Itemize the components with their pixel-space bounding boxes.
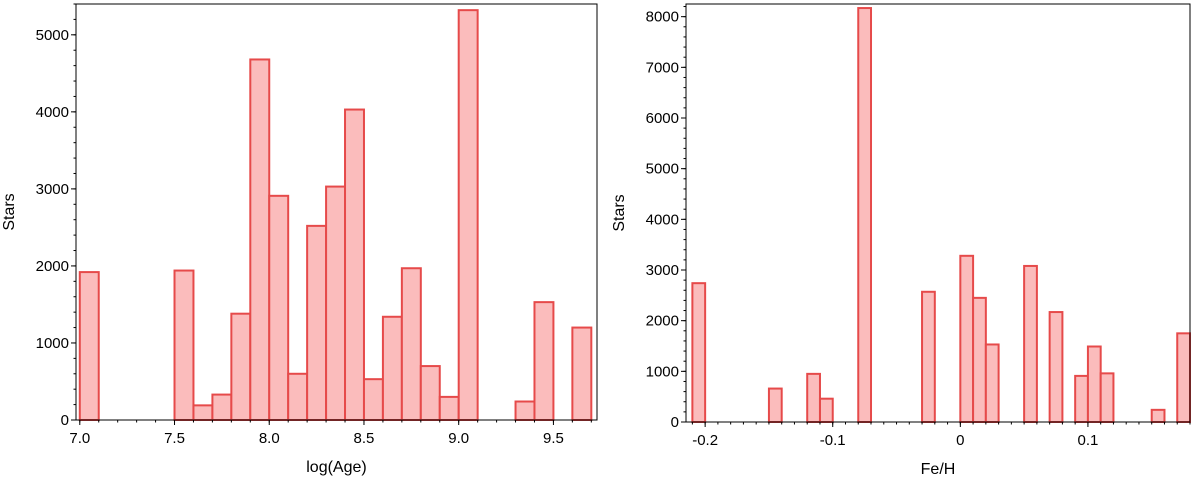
age-bar — [571, 326, 593, 421]
age-y-tick-label: 1000 — [36, 335, 69, 352]
age-bar — [457, 9, 479, 421]
feh-y-tick-label: 2000 — [646, 313, 679, 330]
age-bar — [230, 312, 252, 422]
feh-y-tick-label: 5000 — [646, 161, 679, 178]
age-bar — [306, 224, 328, 421]
age-y-axis-label: Stars — [1, 193, 18, 230]
feh-bar — [1086, 345, 1102, 423]
age-y-tick-label: 3000 — [36, 181, 69, 198]
age-x-tick-label: 7.0 — [69, 430, 90, 447]
feh-y-axis-label: Stars — [611, 194, 628, 231]
age-bar — [438, 395, 460, 421]
age-bar — [268, 194, 290, 421]
age-y-tick-label: 0 — [61, 412, 69, 429]
age-plot-frame — [75, 3, 598, 421]
feh-x-tick-label: -0.2 — [692, 432, 718, 449]
age-x-tick-label: 9.5 — [543, 430, 564, 447]
age-x-tick-label: 8.0 — [259, 430, 280, 447]
age-bar — [419, 365, 441, 421]
feh-x-tick-label: 0 — [956, 432, 964, 449]
feh-bar — [857, 7, 873, 423]
age-bar — [362, 378, 384, 422]
feh-bar — [972, 296, 987, 423]
feh-y-tick-label: 8000 — [646, 9, 679, 26]
feh-tick-labels: 0 1000 2000 3000 4000 5000 6000 7000 8000 -0.2 -0.… — [646, 9, 1099, 449]
age-bar — [78, 271, 100, 422]
feh-bars — [691, 7, 1191, 424]
feh-bar — [806, 372, 821, 424]
age-bar — [344, 108, 365, 421]
age-x-axis-label: log(Age) — [306, 459, 366, 476]
feh-bar — [1150, 408, 1166, 423]
age-y-tick-label: 2000 — [36, 258, 69, 275]
age-x-tick-label: 9.0 — [448, 430, 469, 447]
feh-bar — [691, 282, 707, 423]
age-bars — [78, 9, 593, 422]
age-x-tick-label: 8.5 — [354, 430, 375, 447]
age-bar — [249, 58, 271, 421]
feh-x-tick-label: -0.1 — [820, 432, 846, 449]
age-bar — [400, 267, 422, 421]
feh-y-tick-label: 4000 — [646, 211, 679, 228]
feh-bar — [1048, 311, 1064, 424]
feh-bar — [767, 387, 783, 423]
feh-x-axis-label: Fe/H — [921, 461, 956, 478]
age-bar — [533, 301, 555, 421]
feh-bar — [1023, 264, 1038, 423]
age-bar — [381, 315, 403, 421]
feh-plot-frame — [685, 3, 1191, 423]
feh-bar — [1074, 374, 1089, 424]
age-bar — [192, 404, 214, 422]
age-bar — [325, 185, 347, 421]
feh-x-tick-label: 0.1 — [1077, 432, 1098, 449]
age-tick-labels: 0 1000 2000 3000 4000 5000 7.0 7.5 8.0 8.5 9.0 9.5 — [36, 27, 564, 447]
feh-y-tick-label: 0 — [671, 414, 679, 431]
feh-histogram: 0 1000 2000 3000 4000 5000 6000 7000 8000 -0.2 -0.… — [611, 3, 1191, 478]
age-bar — [211, 393, 233, 422]
age-y-tick-label: 4000 — [36, 104, 69, 121]
age-x-tick-label: 7.5 — [164, 430, 185, 447]
age-bar — [514, 400, 536, 421]
feh-y-tick-label: 6000 — [646, 110, 679, 127]
feh-bar — [1099, 372, 1115, 423]
feh-y-tick-label: 1000 — [646, 363, 679, 380]
age-bar — [287, 372, 309, 421]
feh-bar — [1176, 332, 1191, 424]
feh-bar — [818, 397, 834, 423]
age-y-tick-label: 5000 — [36, 27, 69, 44]
feh-bar — [959, 254, 975, 423]
age-bar — [173, 269, 195, 422]
feh-y-tick-label: 7000 — [646, 59, 679, 76]
feh-y-tick-label: 3000 — [646, 262, 679, 279]
feh-bar — [921, 290, 936, 423]
feh-bar — [984, 343, 1000, 424]
